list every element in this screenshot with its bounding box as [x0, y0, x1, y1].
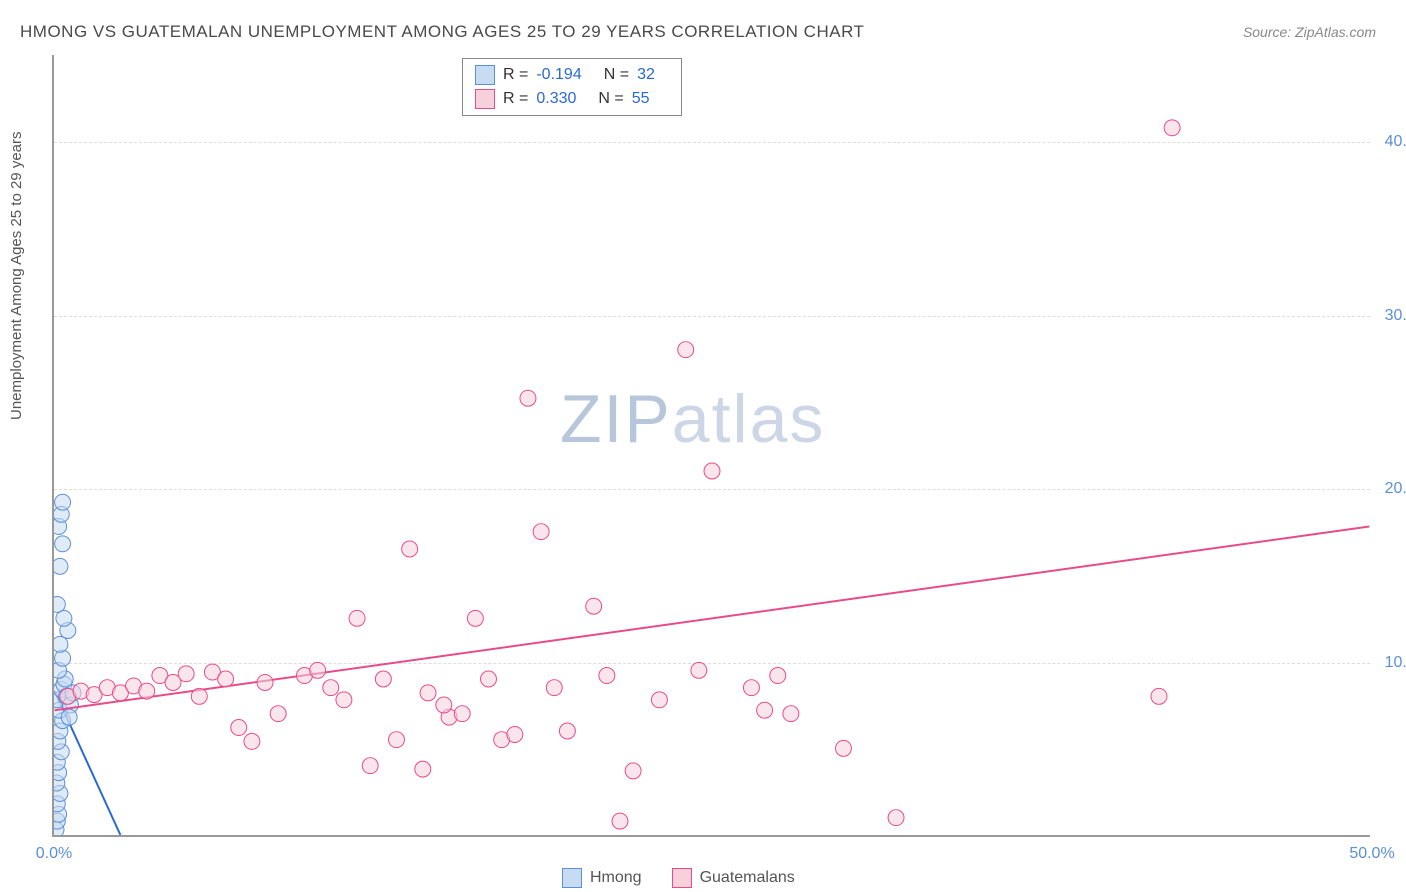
series-legend: Hmong Guatemalans	[562, 868, 795, 888]
data-point	[599, 668, 615, 684]
r-value-guatemalans: 0.330	[536, 90, 576, 108]
data-point	[55, 536, 71, 552]
chart-title: HMONG VS GUATEMALAN UNEMPLOYMENT AMONG A…	[20, 22, 864, 42]
data-point	[402, 541, 418, 557]
x-tick-label: 0.0%	[36, 845, 72, 863]
data-point	[454, 706, 470, 722]
data-point	[336, 692, 352, 708]
data-point	[888, 810, 904, 826]
data-point	[218, 671, 234, 687]
data-point	[61, 709, 77, 725]
data-point	[310, 662, 326, 678]
y-tick-label: 10.0%	[1385, 654, 1406, 672]
data-point	[362, 758, 378, 774]
data-point	[651, 692, 667, 708]
stats-row-guatemalans: R = 0.330 N = 55	[475, 87, 669, 111]
data-point	[420, 685, 436, 701]
correlation-stats-box: R = -0.194 N = 32 R = 0.330 N = 55	[462, 58, 682, 116]
data-point	[436, 697, 452, 713]
n-value-guatemalans: 55	[632, 90, 650, 108]
swatch-guatemalans-icon	[672, 868, 692, 888]
data-point	[520, 390, 536, 406]
data-point	[244, 733, 260, 749]
r-value-hmong: -0.194	[536, 66, 581, 84]
y-tick-label: 40.0%	[1385, 133, 1406, 151]
data-point	[257, 674, 273, 690]
data-point	[559, 723, 575, 739]
data-point	[231, 720, 247, 736]
r-label: R =	[503, 66, 528, 84]
data-point	[54, 636, 68, 652]
data-point	[533, 524, 549, 540]
data-point	[270, 706, 286, 722]
data-point	[743, 680, 759, 696]
r-label: R =	[503, 90, 528, 108]
y-tick-label: 30.0%	[1385, 307, 1406, 325]
data-point	[191, 688, 207, 704]
data-point	[770, 668, 786, 684]
swatch-guatemalans-icon	[475, 89, 495, 109]
legend-label-hmong: Hmong	[590, 869, 642, 887]
chart-plot-area: 10.0%20.0%30.0%40.0%0.0%50.0%	[52, 55, 1370, 837]
legend-label-guatemalans: Guatemalans	[700, 869, 795, 887]
legend-item-guatemalans: Guatemalans	[672, 868, 795, 888]
data-point	[323, 680, 339, 696]
swatch-hmong-icon	[562, 868, 582, 888]
swatch-hmong-icon	[475, 65, 495, 85]
data-point	[783, 706, 799, 722]
n-label: N =	[598, 90, 623, 108]
data-point	[691, 662, 707, 678]
y-tick-label: 20.0%	[1385, 480, 1406, 498]
data-point	[625, 763, 641, 779]
y-axis-label: Unemployment Among Ages 25 to 29 years	[8, 131, 25, 420]
data-point	[375, 671, 391, 687]
source-attribution: Source: ZipAtlas.com	[1243, 24, 1376, 40]
data-point	[1164, 120, 1180, 136]
n-label: N =	[604, 66, 629, 84]
data-point	[704, 463, 720, 479]
data-point	[55, 650, 71, 666]
data-point	[1151, 688, 1167, 704]
scatter-plot-svg	[54, 55, 1370, 835]
data-point	[507, 726, 523, 742]
data-point	[586, 598, 602, 614]
data-point	[481, 671, 497, 687]
trend-line	[55, 526, 1370, 710]
data-point	[835, 740, 851, 756]
data-point	[546, 680, 562, 696]
stats-row-hmong: R = -0.194 N = 32	[475, 63, 669, 87]
data-point	[178, 666, 194, 682]
data-point	[415, 761, 431, 777]
data-point	[54, 558, 68, 574]
data-point	[349, 610, 365, 626]
data-point	[757, 702, 773, 718]
data-point	[612, 813, 628, 829]
data-point	[389, 732, 405, 748]
data-point	[678, 342, 694, 358]
n-value-hmong: 32	[637, 66, 655, 84]
x-tick-label: 50.0%	[1349, 845, 1394, 863]
data-point	[467, 610, 483, 626]
data-point	[139, 683, 155, 699]
data-point	[54, 596, 65, 612]
legend-item-hmong: Hmong	[562, 868, 642, 888]
data-point	[55, 494, 71, 510]
